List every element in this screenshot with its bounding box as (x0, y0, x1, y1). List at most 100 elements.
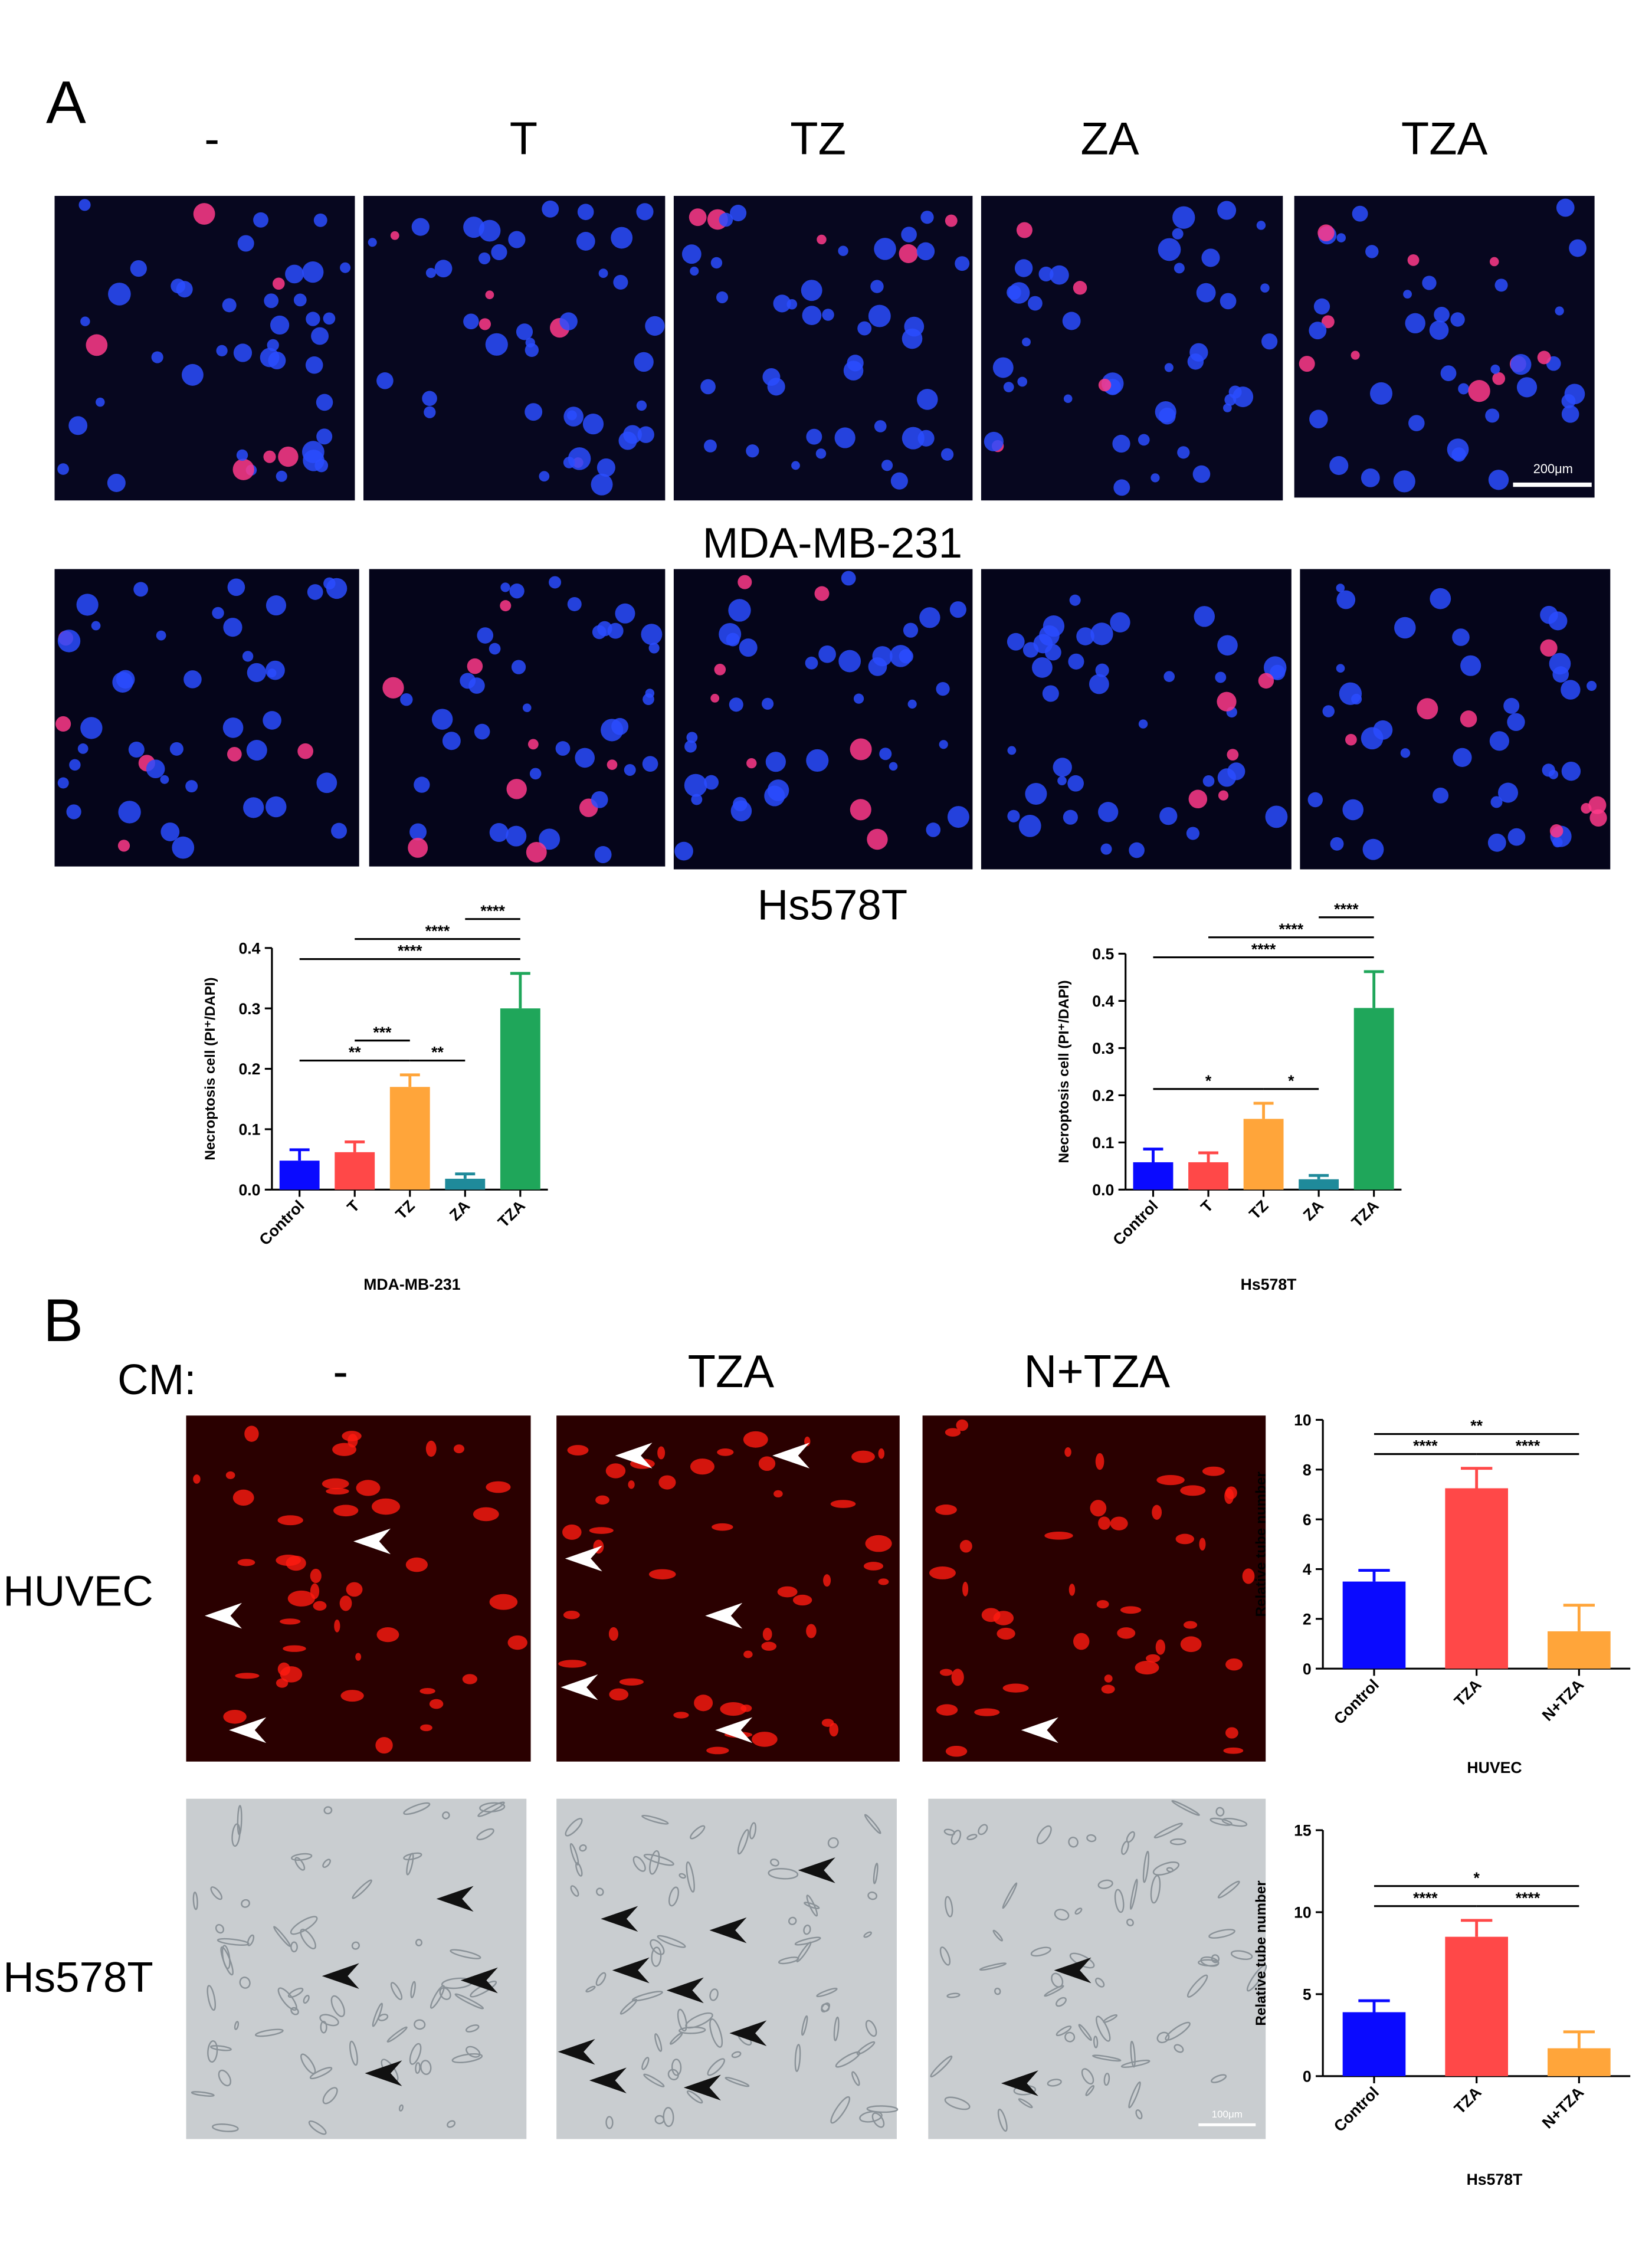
cell (376, 1627, 399, 1643)
cell (1540, 639, 1558, 657)
cell (300, 2053, 316, 2074)
condition-prefix: CM: (117, 1356, 196, 1404)
row-label: Hs578T (758, 881, 908, 929)
cell (450, 1949, 481, 1959)
cell (1096, 1599, 1109, 1609)
cell (1184, 1621, 1198, 1629)
cell (1056, 1997, 1067, 2007)
cell (1044, 644, 1061, 661)
cell (806, 1624, 817, 1638)
cell (984, 431, 1004, 452)
cell (863, 1931, 872, 1938)
cell (1429, 320, 1449, 340)
cell (663, 2107, 674, 2128)
cell (277, 1662, 290, 1676)
cell (805, 656, 818, 670)
cell (1210, 1817, 1233, 1826)
cell (193, 1474, 201, 1484)
cell (758, 1456, 776, 1471)
cell (1215, 671, 1227, 683)
column-header: TZA (688, 1346, 775, 1397)
bar (1548, 2048, 1611, 2076)
cell (390, 231, 399, 240)
cell (930, 2055, 953, 2078)
cell (946, 1992, 961, 1998)
cell (731, 2051, 742, 2059)
cell (473, 1507, 499, 1522)
cell (1056, 2025, 1072, 2037)
cell (671, 2059, 682, 2076)
cell (340, 262, 351, 273)
cell (615, 603, 635, 624)
cell (233, 343, 253, 362)
cell (595, 1972, 607, 1987)
cell (761, 1641, 777, 1651)
cell (151, 351, 163, 363)
cell (1068, 653, 1084, 670)
cell (1217, 768, 1236, 787)
cell (1233, 386, 1254, 408)
cell (1507, 828, 1526, 846)
cell (273, 277, 285, 290)
cell (1440, 365, 1457, 382)
cell (555, 741, 571, 756)
cell (575, 1862, 583, 1877)
cell (302, 441, 324, 463)
cell (992, 357, 1014, 378)
cell (1548, 611, 1568, 631)
cell (77, 743, 88, 754)
cell (686, 1861, 695, 1893)
cell (1307, 792, 1323, 808)
cell (486, 1481, 511, 1493)
cell (463, 313, 479, 330)
error-bar (1461, 1467, 1493, 1489)
cell (1028, 296, 1043, 311)
cell (609, 1688, 629, 1701)
cell (714, 663, 726, 676)
cell (1405, 313, 1425, 334)
cell (1044, 1985, 1064, 1997)
cell (293, 293, 307, 307)
cell (57, 630, 81, 653)
cell (306, 312, 320, 326)
cell (511, 660, 526, 674)
error-bar (455, 1172, 476, 1179)
cell (156, 630, 166, 641)
cell (403, 1802, 431, 1815)
cell (1186, 827, 1199, 840)
x-tick-label: T (1197, 1197, 1217, 1216)
significance-label: ** (1470, 1417, 1483, 1435)
cell (1054, 1909, 1070, 1921)
cell (424, 406, 436, 418)
cell (1146, 1654, 1161, 1663)
cell (739, 638, 758, 657)
cell (1103, 2073, 1110, 2086)
cell (116, 670, 135, 689)
cell (410, 1981, 416, 1998)
cell (1172, 206, 1195, 229)
cell (645, 316, 665, 336)
column-header: TZA (1401, 114, 1488, 165)
cell (453, 1444, 465, 1454)
cell (859, 2110, 883, 2123)
cell (865, 1535, 892, 1552)
cell (673, 1712, 689, 1719)
cell (1507, 713, 1525, 731)
cell (607, 759, 618, 770)
arrowhead (705, 1602, 743, 1629)
column-header: N+TZA (1024, 1346, 1170, 1397)
cell (1186, 1974, 1208, 1998)
cell (1098, 802, 1119, 822)
cell (237, 235, 254, 252)
cell (788, 1916, 797, 1926)
cell (681, 244, 702, 264)
cell (728, 599, 751, 622)
cell (717, 1448, 734, 1456)
cell (1017, 376, 1028, 387)
cell (442, 732, 461, 750)
cell (719, 622, 742, 645)
cell (636, 203, 654, 221)
cell (1225, 1658, 1243, 1671)
cell (959, 1540, 972, 1553)
cell (372, 1498, 401, 1515)
